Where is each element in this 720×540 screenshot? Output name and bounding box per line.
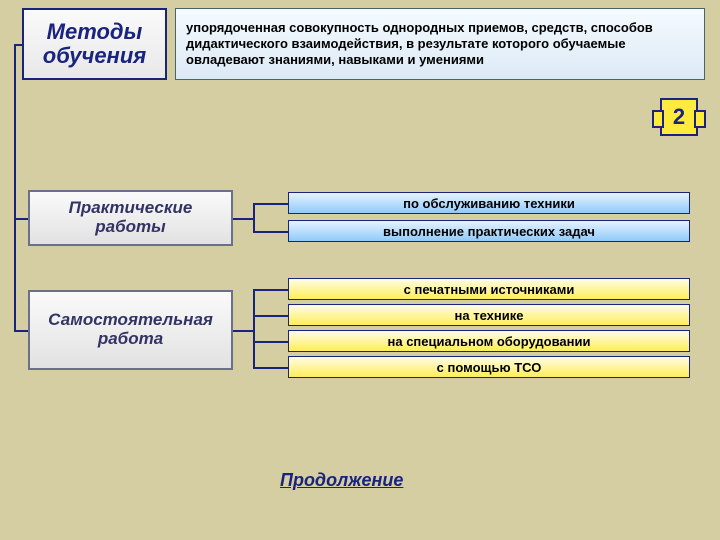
g1-arm-1 [253,231,288,233]
definition-text: упорядоченная совокупность однородных пр… [186,20,694,69]
g1-split [253,203,255,231]
g2-split [253,289,255,367]
category-independent-work: Самостоятельная работа [28,290,233,370]
page-number: 2 [673,104,685,130]
connector-header [14,44,22,46]
g2-arm-1 [253,315,288,317]
continue-link[interactable]: Продолжение [280,470,403,491]
g2-item-3-text: с помощью ТСО [437,360,542,375]
g2-item-3: с помощью ТСО [288,356,690,378]
connector-trunk [14,44,16,330]
g1-item-1: выполнение практических задач [288,220,690,242]
g2-item-2: на специальном оборудовании [288,330,690,352]
page-number-badge: 2 [660,98,698,136]
g2-item-0-text: с печатными источниками [404,282,575,297]
g1-item-0-text: по обслуживанию техники [403,196,575,211]
category-label: Практические работы [34,199,227,236]
g2-arm-3 [253,367,288,369]
g2-arm-2 [253,341,288,343]
connector-to-cat1 [14,218,28,220]
g1-arm-0 [253,203,288,205]
continue-text: Продолжение [280,470,403,490]
definition-box: упорядоченная совокупность однородных пр… [175,8,705,80]
title-box: Методы обучения [22,8,167,80]
g2-stem [233,330,253,332]
connector-to-cat2 [14,330,28,332]
category-label-2: Самостоятельная работа [34,311,227,348]
category-practical-works: Практические работы [28,190,233,246]
g2-item-1-text: на технике [455,308,524,323]
g2-arm-0 [253,289,288,291]
g2-item-1: на технике [288,304,690,326]
g1-item-0: по обслуживанию техники [288,192,690,214]
g1-item-1-text: выполнение практических задач [383,224,595,239]
g1-stem [233,218,253,220]
title-text: Методы обучения [28,20,161,68]
g2-item-2-text: на специальном оборудовании [388,334,591,349]
g2-item-0: с печатными источниками [288,278,690,300]
